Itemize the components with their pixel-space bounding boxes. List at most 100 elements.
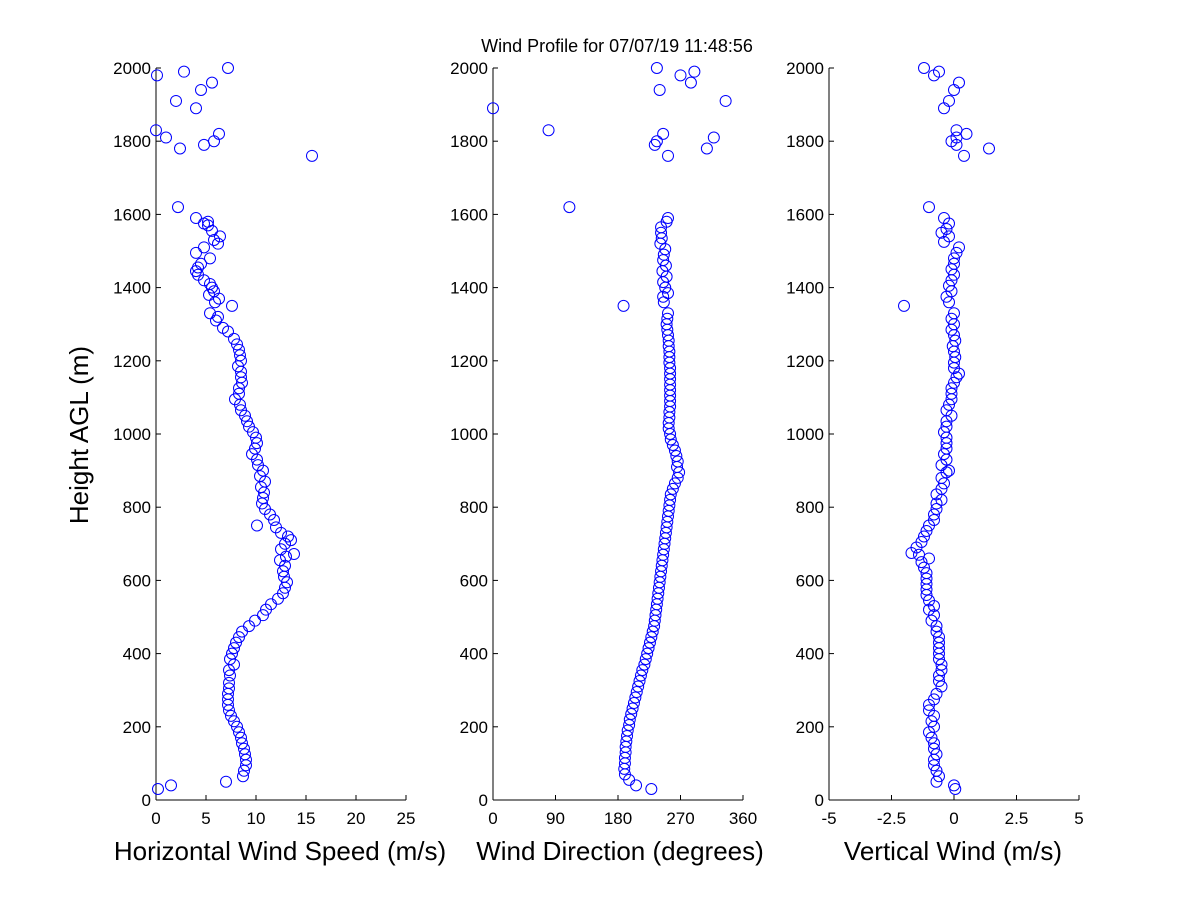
speed-data-point [195, 257, 207, 270]
direction-data-point [662, 212, 674, 225]
speed-data-point [226, 299, 238, 312]
speed-data-point [233, 631, 245, 644]
vertical-data-point [938, 426, 950, 439]
speed-data-point [192, 261, 204, 274]
speed-data-point [235, 404, 247, 417]
vertical-data-point [928, 514, 940, 527]
direction-data-point [643, 636, 656, 649]
speed-data-point [190, 102, 202, 115]
speed-data-point [190, 212, 202, 225]
speed-y-tick-label: 1800 [113, 132, 151, 151]
direction-x-tick-label: 0 [488, 809, 497, 828]
vertical-data-point [925, 715, 938, 728]
vertical-data-point [948, 376, 960, 389]
vertical-data-point [943, 94, 955, 107]
speed-data-point [230, 636, 242, 649]
vertical-data-point [933, 631, 945, 644]
vertical-data-point [943, 279, 955, 292]
speed-x-tick-label: 25 [397, 809, 416, 828]
speed-data-point [233, 387, 245, 400]
speed-data-point [150, 124, 162, 137]
vertical-data-point [948, 779, 960, 792]
vertical-y-tick-label: 1600 [786, 205, 824, 224]
vertical-data-point [933, 636, 945, 649]
speed-data-point [208, 135, 220, 148]
speed-data-point [282, 530, 294, 543]
speed-x-tick-label: 20 [347, 809, 366, 828]
vertical-data-point [933, 65, 945, 78]
vertical-data-point [938, 212, 950, 225]
speed-data-point [279, 537, 291, 550]
speed-y-tick-label: 800 [123, 498, 151, 517]
direction-data-point [630, 686, 643, 699]
vertical-data-point [928, 737, 940, 750]
direction-data-point [633, 675, 646, 688]
direction-data-point [662, 149, 674, 162]
speed-data-point [236, 737, 248, 750]
speed-data-point [234, 349, 246, 362]
speed-data-point [152, 783, 164, 796]
speed-data-point [235, 731, 247, 744]
direction-data-point [629, 691, 642, 704]
vertical-y-tick-label: 1200 [786, 352, 824, 371]
vertical-data-point [960, 127, 973, 140]
direction-y-tick-label: 1200 [450, 352, 488, 371]
speed-data-point [249, 614, 261, 627]
speed-data-point [257, 609, 269, 622]
vertical-y-tick-label: 200 [796, 718, 824, 737]
speed-data-point [202, 215, 214, 228]
speed-y-tick-label: 1600 [113, 205, 151, 224]
direction-y-tick-label: 600 [460, 571, 488, 590]
direction-data-point [639, 653, 652, 666]
vertical-data-point [943, 296, 955, 309]
direction-data-point [650, 62, 663, 74]
vertical-data-point [935, 680, 948, 693]
direction-data-point [657, 248, 670, 261]
speed-data-point [246, 448, 258, 461]
direction-y-tick-label: 1600 [450, 205, 488, 224]
vertical-data-point [938, 477, 950, 490]
speed-data-point [226, 647, 238, 660]
vertical-data-point [935, 658, 948, 671]
speed-data-point [220, 775, 232, 788]
speed-x-tick-label: 15 [297, 809, 316, 828]
vertical-data-point [918, 530, 930, 543]
speed-data-point [252, 459, 264, 472]
vertical-data-point [940, 437, 953, 450]
speed-data-point [224, 669, 236, 682]
vertical-data-point [925, 731, 938, 744]
vertical-data-point [923, 704, 935, 717]
speed-data-point [237, 770, 249, 783]
speed-data-point [195, 83, 207, 96]
speed-y-tick-label: 1200 [113, 352, 151, 371]
vertical-y-tick-label: 400 [796, 645, 824, 664]
direction-data-point [638, 658, 651, 671]
speed-data-point [198, 241, 210, 254]
speed-data-point [204, 252, 216, 265]
direction-data-point [655, 226, 668, 239]
horizontal-wind-speed-panel: 0 200 400 600 800 1000 1200 1400 1600 1800 2000 0 5 1… [113, 59, 415, 828]
direction-data-point [650, 135, 663, 148]
vertical-data-point [898, 299, 910, 312]
direction-data-point [670, 449, 683, 462]
speed-data-point [213, 127, 225, 140]
vertical-data-point [930, 625, 943, 638]
direction-y-tick-label: 1000 [450, 425, 488, 444]
x-axis-label-vertical-wind: Vertical Wind (m/s) [844, 836, 1062, 866]
speed-data-point [277, 587, 289, 600]
vertical-data-point [949, 351, 962, 364]
speed-y-tick-label: 1000 [113, 425, 151, 444]
vertical-data-point [983, 142, 995, 155]
speed-data-point [204, 307, 216, 320]
direction-data-point [700, 142, 713, 155]
speed-data-point [238, 742, 250, 755]
vertical-data-point [915, 556, 928, 569]
vertical-data-point [943, 398, 955, 411]
vertical-data-point [920, 567, 933, 580]
direction-data-point [666, 482, 679, 495]
vertical-data-point [949, 334, 962, 347]
direction-data-point [707, 131, 720, 144]
vertical-x-tick-label: 2.5 [1005, 809, 1029, 828]
vertical-data-point [930, 764, 943, 777]
